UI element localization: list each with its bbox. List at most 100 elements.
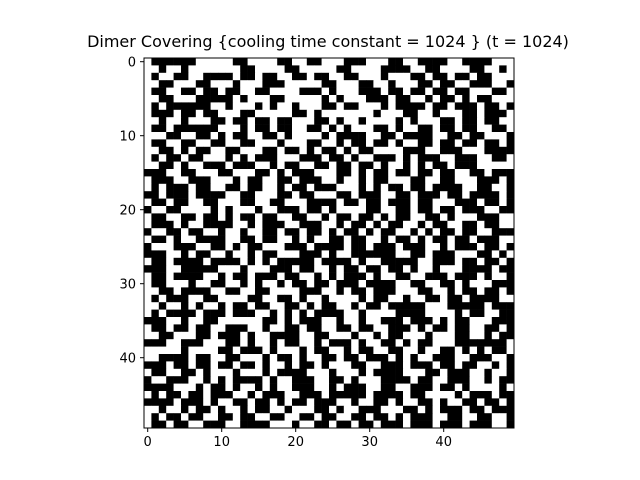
heatmap-cell — [158, 324, 167, 333]
heatmap-cell — [373, 95, 382, 103]
heatmap-cell — [499, 58, 507, 66]
heatmap-cell — [343, 243, 352, 251]
heatmap-cell — [262, 376, 271, 384]
heatmap-cell — [188, 220, 197, 229]
heatmap-cell — [269, 398, 278, 407]
heatmap-cell — [240, 391, 248, 399]
heatmap-cell — [440, 272, 448, 281]
heatmap-cell — [262, 331, 271, 340]
heatmap-cell — [395, 420, 404, 429]
heatmap-cell — [351, 132, 359, 140]
heatmap-cell — [247, 287, 256, 296]
heatmap-cell — [262, 302, 271, 310]
heatmap-cell — [403, 191, 411, 199]
heatmap-cell — [218, 124, 226, 133]
heatmap-cell — [210, 169, 219, 177]
heatmap-cell — [366, 146, 374, 155]
heatmap-cell — [454, 243, 463, 251]
heatmap-cell — [181, 102, 189, 111]
heatmap-cell — [269, 95, 278, 103]
heatmap-cell — [351, 287, 359, 296]
heatmap-cell — [454, 250, 463, 259]
heatmap-cell — [395, 139, 404, 148]
heatmap-cell — [425, 58, 433, 66]
heatmap-cell — [210, 339, 219, 347]
heatmap-cell — [181, 220, 189, 229]
heatmap-cell — [195, 169, 204, 177]
heatmap-cell — [321, 117, 330, 125]
heatmap-cell — [336, 383, 345, 392]
x-tick-label: 30 — [361, 435, 378, 450]
heatmap-cell — [240, 339, 248, 347]
heatmap-cell — [166, 206, 174, 214]
heatmap-cell — [225, 265, 234, 273]
heatmap-cell — [181, 117, 189, 125]
heatmap-cell — [277, 213, 285, 222]
heatmap-cell — [284, 243, 293, 251]
heatmap-cell — [262, 183, 271, 192]
heatmap-cell — [417, 324, 426, 333]
heatmap-cell — [469, 206, 478, 214]
heatmap-cell — [203, 346, 211, 355]
heatmap-cell — [247, 213, 256, 222]
heatmap-cell — [425, 132, 433, 140]
heatmap-cell — [225, 420, 234, 429]
heatmap-cell — [336, 257, 345, 266]
heatmap-cell — [343, 220, 352, 229]
heatmap-cell — [144, 154, 152, 162]
heatmap-cell — [388, 176, 396, 185]
heatmap-cell — [232, 80, 241, 88]
heatmap-cell — [255, 80, 263, 88]
heatmap-cell — [417, 317, 426, 325]
heatmap-cell — [144, 265, 152, 273]
heatmap-cell — [255, 198, 263, 207]
heatmap-cell — [247, 250, 256, 259]
heatmap-cell — [432, 80, 441, 88]
heatmap-cell — [321, 146, 330, 155]
heatmap-cell — [181, 405, 189, 414]
heatmap-cell — [188, 213, 197, 222]
heatmap-cell — [255, 331, 263, 340]
heatmap-cell — [232, 257, 241, 266]
heatmap-cell — [269, 324, 278, 333]
heatmap-cell — [454, 413, 463, 421]
heatmap-cell — [306, 354, 315, 362]
heatmap-cell — [410, 65, 419, 74]
heatmap-cell — [210, 413, 219, 421]
heatmap-cell — [306, 80, 315, 88]
heatmap-cell — [173, 368, 182, 377]
heatmap-cell — [454, 206, 463, 214]
heatmap-cell — [314, 117, 322, 125]
heatmap-cell — [358, 213, 367, 222]
heatmap-cell — [477, 376, 485, 384]
heatmap-cell — [166, 383, 174, 392]
heatmap-cell — [506, 302, 515, 310]
heatmap-cell — [366, 250, 374, 259]
heatmap-cell — [403, 220, 411, 229]
heatmap-cell — [218, 383, 226, 392]
heatmap-cell — [380, 317, 389, 325]
heatmap-cell — [314, 250, 322, 259]
heatmap-cell — [343, 383, 352, 392]
heatmap-cell — [299, 272, 308, 281]
heatmap-cell — [358, 87, 367, 96]
heatmap-cell — [336, 361, 345, 370]
heatmap-cell — [373, 198, 382, 207]
heatmap-cell — [284, 235, 293, 244]
heatmap-cell — [491, 220, 500, 229]
heatmap-cell — [314, 139, 322, 148]
heatmap-cell — [218, 294, 226, 303]
heatmap-cell — [240, 420, 248, 429]
heatmap-cell — [388, 87, 396, 96]
heatmap-cell — [188, 183, 197, 192]
heatmap-cell — [247, 109, 256, 118]
heatmap-cell — [158, 102, 167, 111]
heatmap-cell — [366, 302, 374, 310]
heatmap-cell — [247, 139, 256, 148]
heatmap-cell — [151, 109, 160, 118]
heatmap-cell — [306, 324, 315, 333]
heatmap-cell — [232, 109, 241, 118]
heatmap-cell — [491, 280, 500, 288]
heatmap-cell — [343, 368, 352, 377]
heatmap-cell — [366, 206, 374, 214]
